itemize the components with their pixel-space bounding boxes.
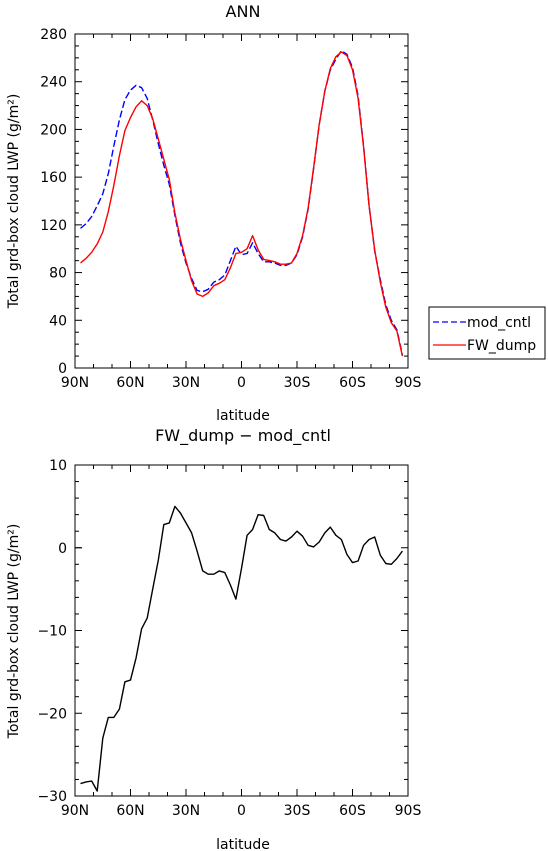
y-tick-label: 40 xyxy=(49,313,67,329)
x-tick-label: 90S xyxy=(395,803,422,819)
series-line-fw-dump xyxy=(80,51,404,357)
y-axis-label-difference: Total grd-box cloud LWP (g/m²) xyxy=(6,524,22,740)
y-tick-label: 200 xyxy=(40,122,67,138)
x-tick-label: 60S xyxy=(339,375,366,391)
x-tick-label: 30N xyxy=(172,375,200,391)
y-tick-label: 10 xyxy=(49,458,67,474)
chart-title: ANN xyxy=(226,2,261,21)
legend-label-fw-dump: FW_dump xyxy=(467,338,536,354)
y-tick-label: −30 xyxy=(37,789,67,805)
panel-difference: FW_dump − mod_cntl 90N 60N 30N 0 30S 60S 90S −… xyxy=(6,426,421,851)
x-tick-label: 90N xyxy=(61,375,89,391)
y-tick-label: 240 xyxy=(40,75,67,91)
x-tick-label: 30S xyxy=(284,375,311,391)
legend-box xyxy=(428,306,546,360)
plot-lines xyxy=(80,50,404,357)
x-tick-label: 90S xyxy=(395,375,422,391)
x-tick-label: 60N xyxy=(116,803,144,819)
x-tick-label: 30N xyxy=(172,803,200,819)
y-tick-label: 280 xyxy=(40,27,67,43)
series-line-mod-cntl xyxy=(80,50,404,356)
series-line-difference xyxy=(80,505,403,792)
x-tick-label: 60N xyxy=(116,375,144,391)
y-tick-label: −10 xyxy=(37,624,67,640)
y-tick-label: 160 xyxy=(40,170,67,186)
y-axis-label: Total grd-box cloud LWP (g/m²) xyxy=(6,94,22,310)
x-tick-label: 30S xyxy=(284,803,311,819)
y-tick-label: 0 xyxy=(58,541,67,557)
panel-ann: ANN 90N 60N 30N 0 30S 60S 90S 0 40 80 120 160 200 24… xyxy=(6,2,421,424)
y-tick-label: 120 xyxy=(40,218,67,234)
plot-lines-difference xyxy=(80,505,403,792)
x-axis-label: latitude xyxy=(216,408,270,424)
plot-frame-difference xyxy=(74,464,409,797)
y-tick-label: −20 xyxy=(37,706,67,722)
x-axis-difference: 90N 60N 30N 0 30S 60S 90S xyxy=(61,465,422,819)
chart-title-difference: FW_dump − mod_cntl xyxy=(155,426,331,446)
y-tick-label: 80 xyxy=(49,266,67,282)
x-tick-label: 60S xyxy=(339,803,366,819)
x-axis-label-difference: latitude xyxy=(216,837,270,851)
x-axis: 90N 60N 30N 0 30S 60S 90S xyxy=(61,34,422,391)
x-tick-label: 90N xyxy=(61,803,89,819)
y-axis-difference: −30 −20 −10 0 10 xyxy=(37,458,408,805)
x-tick-label: 0 xyxy=(237,375,246,391)
y-tick-label: 0 xyxy=(58,361,67,377)
x-tick-label: 0 xyxy=(237,803,246,819)
legend: mod_cntl FW_dump xyxy=(428,306,546,360)
y-axis: 0 40 80 120 160 200 240 280 xyxy=(40,27,408,377)
plot-frame xyxy=(74,33,409,369)
legend-label-mod-cntl: mod_cntl xyxy=(467,315,531,331)
